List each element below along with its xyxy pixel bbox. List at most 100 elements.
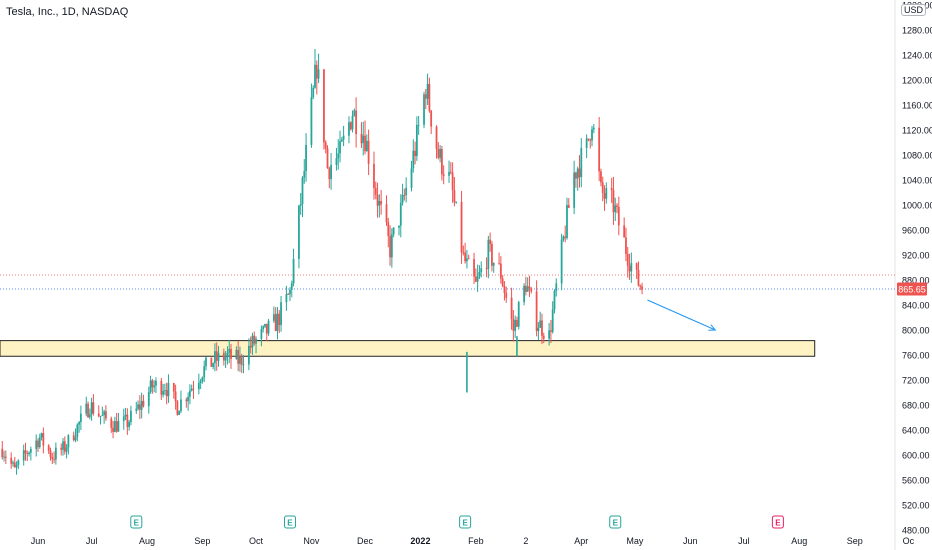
candle-body[interactable] <box>523 285 525 303</box>
candle-body[interactable] <box>378 200 381 206</box>
candle-body[interactable] <box>210 357 213 367</box>
candle-body[interactable] <box>412 150 415 169</box>
candle-body[interactable] <box>442 174 445 176</box>
candle-body[interactable] <box>301 177 304 205</box>
candle-body[interactable] <box>76 424 79 438</box>
candle-body[interactable] <box>598 127 601 172</box>
candle-body[interactable] <box>360 133 363 144</box>
candle-body[interactable] <box>635 263 638 270</box>
candle-body[interactable] <box>560 239 563 284</box>
candle-body[interactable] <box>566 205 568 238</box>
candle-body[interactable] <box>79 413 82 423</box>
candle-body[interactable] <box>65 447 68 452</box>
candle-body[interactable] <box>87 403 89 418</box>
candle-body[interactable] <box>539 320 542 328</box>
candle-body[interactable] <box>174 391 177 402</box>
candle-body[interactable] <box>455 201 458 203</box>
candle-body[interactable] <box>467 258 470 260</box>
candle-body[interactable] <box>24 450 27 454</box>
candle-body[interactable] <box>274 314 277 331</box>
candle-body[interactable] <box>516 319 518 327</box>
candle-body[interactable] <box>151 380 154 388</box>
projection-arrow[interactable] <box>647 299 716 331</box>
candle-body[interactable] <box>464 252 467 262</box>
candle-body[interactable] <box>353 110 356 116</box>
candle-body[interactable] <box>15 465 18 468</box>
candle-body[interactable] <box>72 435 75 441</box>
candle-body[interactable] <box>163 390 166 391</box>
candle-body[interactable] <box>317 69 320 79</box>
candle-body[interactable] <box>567 205 570 208</box>
candle-body[interactable] <box>273 314 275 321</box>
candle-body[interactable] <box>147 392 150 407</box>
candle-body[interactable] <box>323 69 325 143</box>
candle-body[interactable] <box>530 287 533 292</box>
candle-body[interactable] <box>103 411 106 416</box>
candle-body[interactable] <box>298 205 300 259</box>
candle-body[interactable] <box>205 357 207 367</box>
candle-body[interactable] <box>342 135 345 140</box>
candle-body[interactable] <box>226 352 229 357</box>
candle-body[interactable] <box>172 383 175 392</box>
currency-badge[interactable]: USD <box>901 4 927 16</box>
candle-body[interactable] <box>612 190 615 213</box>
candle-body[interactable] <box>101 415 104 416</box>
candle-body[interactable] <box>78 422 81 425</box>
candle-body[interactable] <box>439 148 442 158</box>
candle-body[interactable] <box>374 188 377 195</box>
candle-body[interactable] <box>239 356 241 364</box>
candle-body[interactable] <box>90 402 93 415</box>
candle-body[interactable] <box>626 253 629 266</box>
candle-body[interactable] <box>124 414 127 417</box>
candle-body[interactable] <box>603 192 606 199</box>
candle-body[interactable] <box>535 291 538 331</box>
candle-body[interactable] <box>449 171 452 173</box>
candle-body[interactable] <box>251 335 254 348</box>
candle-body[interactable] <box>4 456 7 458</box>
candle-body[interactable] <box>330 164 332 180</box>
candle-body[interactable] <box>605 188 608 199</box>
candle-body[interactable] <box>222 352 225 361</box>
candle-body[interactable] <box>12 462 14 464</box>
candle-body[interactable] <box>122 416 125 421</box>
candle-body[interactable] <box>303 170 306 178</box>
candle-body[interactable] <box>230 348 232 359</box>
candle-body[interactable] <box>526 286 529 292</box>
candle-body[interactable] <box>60 447 63 450</box>
candle-body[interactable] <box>138 404 141 410</box>
candle-body[interactable] <box>365 140 368 152</box>
candle-body[interactable] <box>289 289 291 295</box>
candle-body[interactable] <box>92 402 95 414</box>
candle-body[interactable] <box>247 345 250 365</box>
candle-body[interactable] <box>17 460 20 466</box>
candle-body[interactable] <box>462 252 465 254</box>
candle-body[interactable] <box>47 445 50 451</box>
candle-body[interactable] <box>160 380 163 395</box>
candle-body[interactable] <box>40 433 43 438</box>
candle-body[interactable] <box>537 327 540 331</box>
candle-body[interactable] <box>67 435 70 448</box>
candle-body[interactable] <box>314 64 316 88</box>
candle-body[interactable] <box>217 352 220 361</box>
candle-body[interactable] <box>155 380 157 386</box>
candle-body[interactable] <box>162 390 164 395</box>
candle-body[interactable] <box>312 87 315 98</box>
candle-body[interactable] <box>630 263 633 272</box>
candle-body[interactable] <box>592 127 595 130</box>
candle-body[interactable] <box>423 94 425 125</box>
candle-body[interactable] <box>551 309 554 332</box>
candle-body[interactable] <box>128 422 131 428</box>
candle-body[interactable] <box>249 345 252 348</box>
candle-body[interactable] <box>199 380 202 383</box>
candle-body[interactable] <box>542 335 545 339</box>
candle-body[interactable] <box>415 124 418 157</box>
candle-body[interactable] <box>42 433 45 446</box>
candle-body[interactable] <box>562 236 565 240</box>
candle-body[interactable] <box>376 194 379 206</box>
candle-body[interactable] <box>110 418 113 428</box>
candle-body[interactable] <box>528 286 531 288</box>
candle-body[interactable] <box>601 182 604 193</box>
candle-body[interactable] <box>324 142 327 149</box>
candle-body[interactable] <box>575 172 577 179</box>
candle-body[interactable] <box>105 411 107 419</box>
